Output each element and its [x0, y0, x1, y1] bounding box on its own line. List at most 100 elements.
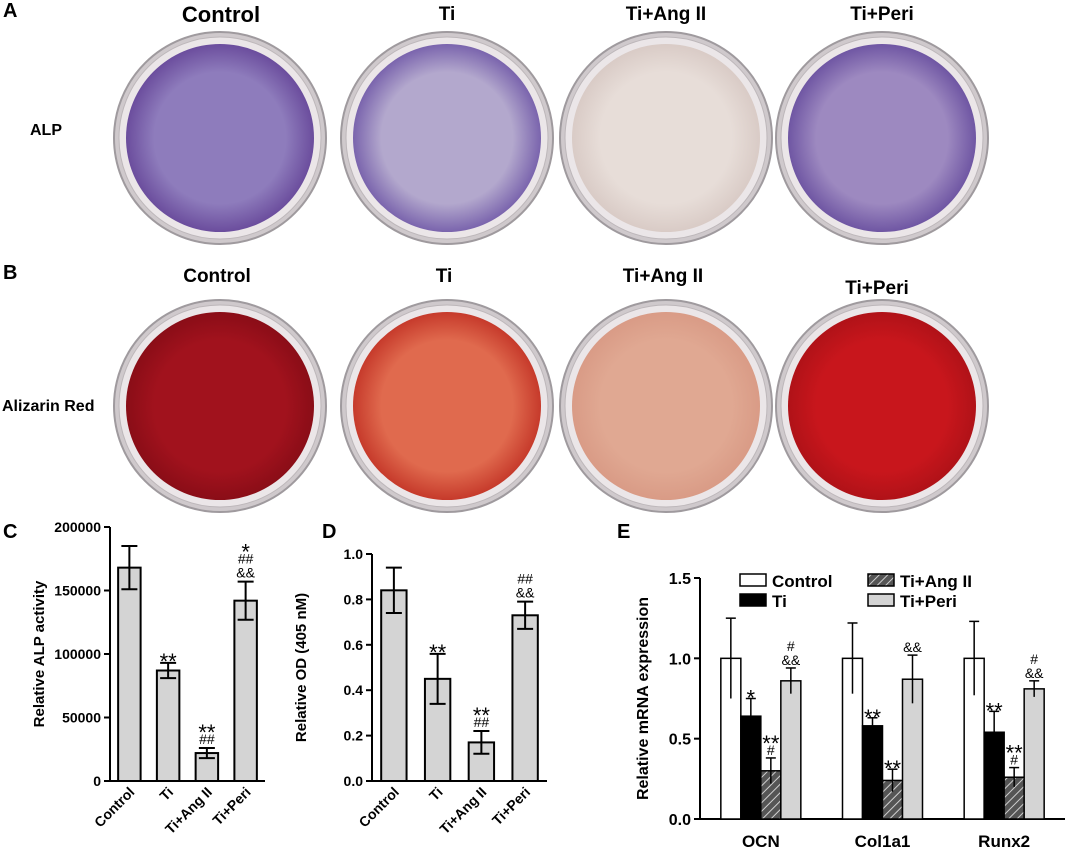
- od-chart-ytick-label: 0.0: [344, 773, 364, 789]
- alp-chart-ytick-label: 150000: [54, 583, 101, 599]
- od-chart-significance: **: [473, 703, 491, 728]
- alp-chart-xtick-label: Ti+Peri: [209, 784, 253, 828]
- alp-chart-xtick-label: Ti: [156, 784, 176, 804]
- mrna-xtick-label: OCN: [742, 832, 780, 851]
- od-chart-ytick-label: 0.8: [344, 591, 364, 607]
- panel-b-col-ti-peri: Ti+Peri: [845, 278, 909, 299]
- panel-b-wells: [113, 299, 989, 513]
- od-chart-xtick-label: Control: [355, 784, 402, 831]
- mrna-error-bar: [847, 622, 858, 694]
- panel-b-row-label: Alizarin Red: [2, 398, 95, 415]
- panel-b-letter: B: [3, 262, 18, 284]
- mrna-ylabel: Relative mRNA expression: [635, 597, 652, 800]
- alp-chart-significance: &&: [236, 565, 255, 581]
- mrna-legend-item: Ti: [739, 592, 787, 611]
- alp-chart-bar: [233, 599, 258, 782]
- mrna-legend-label: Control: [772, 572, 832, 591]
- od-chart-xtick-label: Ti+Ang II: [436, 784, 489, 837]
- od-chart-ytick-label: 0.6: [344, 637, 364, 653]
- mrna-error-bar: [907, 654, 918, 704]
- charts-svg: 0 50000 100000 150000 200000 Relative ALP act…: [31, 520, 1065, 851]
- alp-chart-error-bar: [160, 661, 177, 680]
- alp-chart-significance: *: [241, 540, 250, 565]
- mrna-error-bar: [785, 667, 796, 694]
- alp-chart-bar: [155, 669, 181, 782]
- mrna-xtick-label: Col1a1: [855, 832, 911, 851]
- mrna-ytick-label: 0.5: [669, 732, 691, 749]
- alp-chart-ytick-label: 200000: [54, 520, 101, 535]
- mrna-significance: &&: [781, 652, 800, 668]
- alizarin-well-1: [340, 299, 554, 513]
- mrna-error-bar: [1029, 680, 1040, 697]
- od-chart-significance: ##: [517, 571, 533, 587]
- od-chart-xtick-label: Ti: [426, 784, 446, 804]
- panel-b-col-control: Control: [183, 266, 251, 287]
- alp-well-1: [340, 31, 554, 245]
- mrna-error-bar: [989, 710, 1000, 754]
- alp-chart-significance: ##: [199, 731, 215, 747]
- panel-a-col-ti-peri: Ti+Peri: [850, 4, 914, 25]
- mrna-legend-item: Ti+Peri: [867, 592, 957, 611]
- alp-chart-error-bar: [198, 746, 215, 760]
- panel-a-col-control: Control: [181, 2, 261, 27]
- mrna-error-bar: [725, 617, 736, 699]
- od-chart-error-bar: [517, 600, 534, 630]
- alp-chart-ytick-label: 100000: [54, 646, 101, 662]
- od-chart-ytick-label: 1.0: [344, 546, 364, 562]
- mrna-significance: #: [787, 638, 795, 654]
- alizarin-well-2: [559, 299, 773, 513]
- od-chart-ytick-label: 0.4: [344, 682, 364, 698]
- alp-chart-significance: **: [198, 720, 216, 745]
- mrna-legend-item: Ti+Ang II: [867, 572, 972, 591]
- od-chart-ylabel: Relative OD (405 nM): [293, 593, 310, 742]
- alp-chart-ytick-label: 0: [93, 773, 101, 789]
- od-chart-ytick-label: 0.2: [344, 728, 364, 744]
- mrna-legend-label: Ti+Ang II: [900, 572, 972, 591]
- mrna-bar: [1023, 688, 1045, 820]
- panel-b-col-ti: Ti: [435, 266, 453, 287]
- od-chart-error-bar: [473, 730, 490, 755]
- od-chart-bar: [380, 589, 408, 782]
- od-chart-error-bar: [429, 652, 446, 705]
- mrna-significance: **: [1006, 741, 1024, 766]
- alp-chart-bar: [117, 566, 142, 782]
- panel-a-col-ti: Ti: [438, 4, 456, 25]
- panel-e-letter: E: [617, 521, 631, 543]
- mrna-significance: #: [767, 742, 775, 758]
- mrna-significance: *: [747, 686, 756, 711]
- panel-d-letter: D: [322, 521, 337, 543]
- od-chart-significance: &&: [516, 585, 535, 601]
- mrna-xtick-label: Runx2: [978, 832, 1030, 851]
- panel-a-col-ti-ang-ii: Ti+Ang II: [625, 4, 707, 25]
- mrna-significance: &&: [1025, 665, 1044, 681]
- mrna-significance: **: [986, 698, 1004, 723]
- alizarin-well-3: [775, 299, 989, 513]
- mrna-error-bar: [745, 697, 756, 734]
- mrna-ytick-label: 1.5: [669, 571, 691, 588]
- alp-chart-error-bar: [121, 545, 138, 591]
- panel-a-letter: A: [3, 0, 18, 22]
- od-chart-xtick-label: Ti+Peri: [489, 784, 533, 828]
- mrna-error-bar: [887, 768, 898, 792]
- panel-b-col-ti-ang-ii: Ti+Ang II: [622, 266, 704, 287]
- mrna-significance: **: [762, 731, 780, 756]
- mrna-bar: [780, 680, 802, 820]
- alizarin-well-0: [113, 299, 327, 513]
- alp-chart-xtick-label: Control: [91, 784, 138, 831]
- od-chart-bar: [511, 614, 539, 783]
- od-chart-significance: **: [429, 640, 447, 665]
- mrna-ytick-label: 0.0: [669, 812, 691, 829]
- mrna-significance: **: [884, 756, 902, 781]
- od-chart-error-bar: [385, 566, 402, 615]
- alp-chart-ytick-label: 50000: [62, 710, 101, 726]
- chart-d: 0.0 0.2 0.4 0.6 0.8 1.0 Relative OD (405 nM) Co…: [293, 546, 547, 837]
- mrna-significance: #: [1030, 651, 1038, 667]
- chart-c: 0 50000 100000 150000 200000 Relative ALP act…: [31, 520, 265, 837]
- mrna-ytick-label: 1.0: [669, 651, 691, 668]
- alp-chart-significance: **: [160, 649, 178, 674]
- mrna-significance: **: [864, 705, 882, 730]
- mrna-error-bar: [969, 620, 980, 696]
- mrna-significance: #: [1010, 752, 1018, 768]
- alp-well-0: [113, 31, 327, 245]
